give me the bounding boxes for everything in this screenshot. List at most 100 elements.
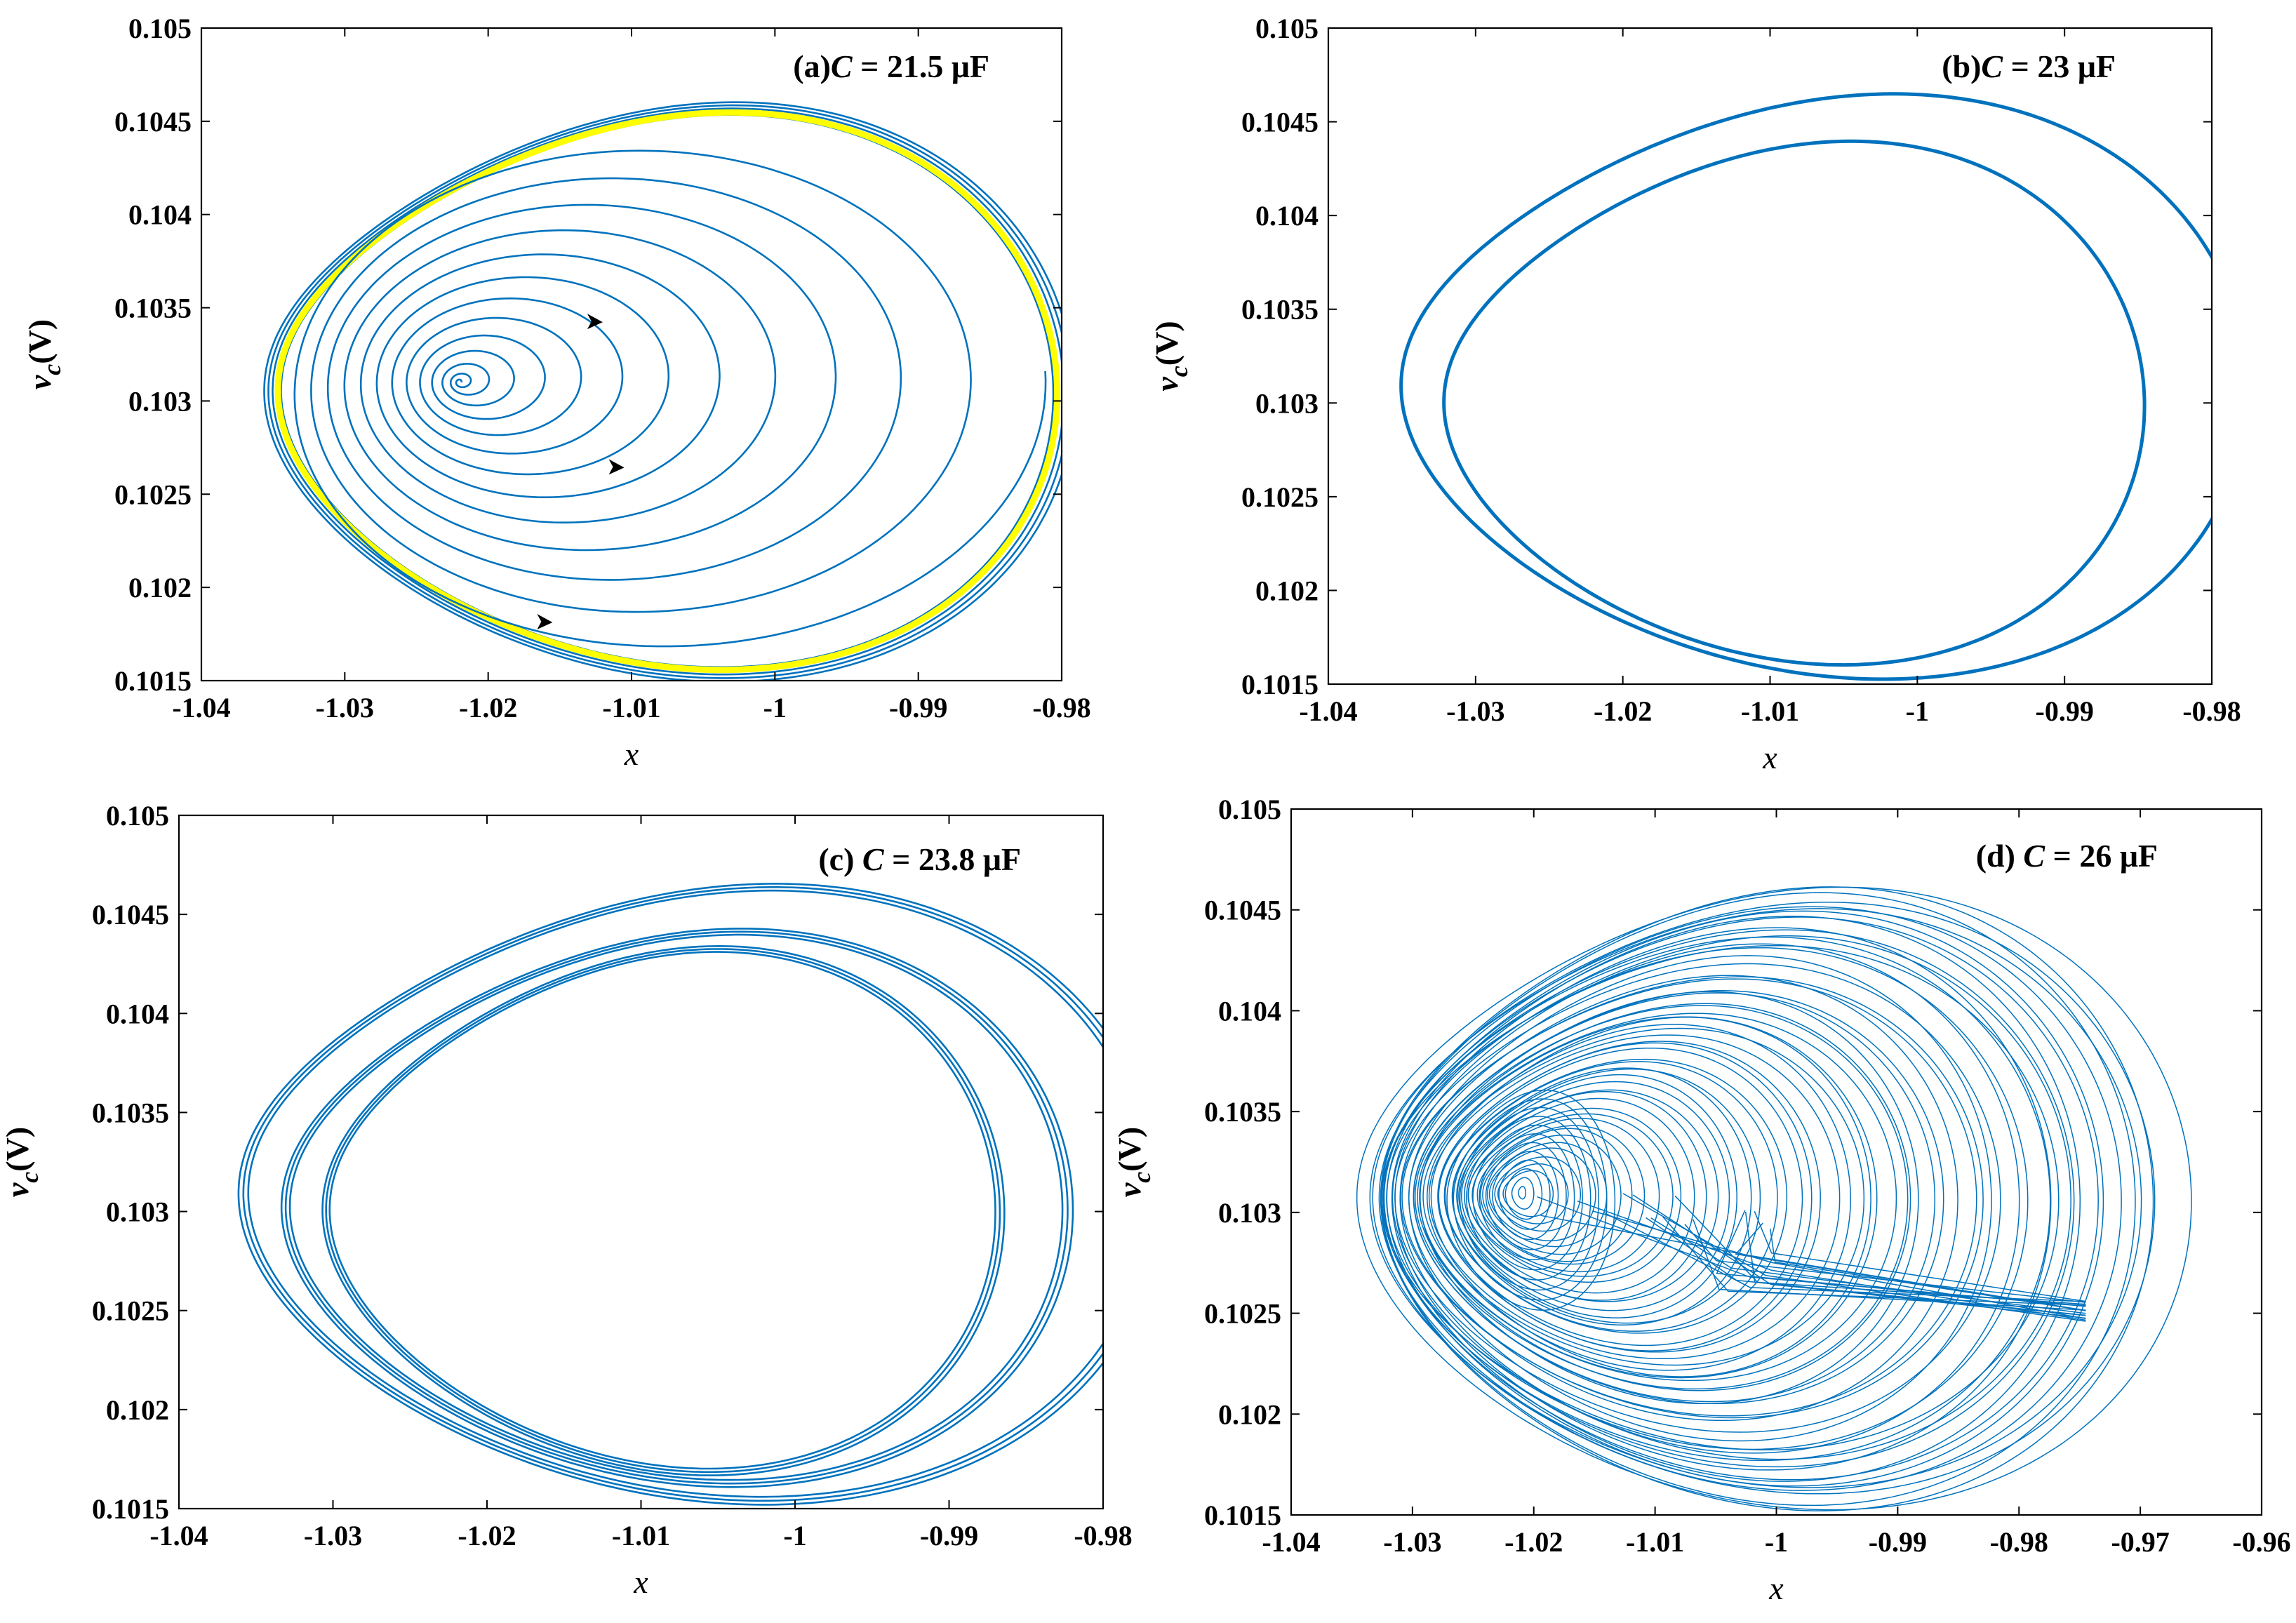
- ylabel-main-b: v: [1149, 377, 1184, 392]
- chaotic-orbit-51: [1381, 892, 2136, 1507]
- chaotic-orbit-4: [1486, 1142, 1608, 1248]
- chaotic-orbit-46: [1391, 915, 2081, 1482]
- loop-c-2-1: [325, 948, 1001, 1474]
- chaotic-orbit-25: [1422, 1027, 1865, 1366]
- panel-b: -1.04 -1.03 -1.02 -1.01 -1 -0.99 -0.98 0.1015 0.…: [1149, 13, 2241, 775]
- param-symbol-b: C: [1981, 48, 2003, 84]
- streak-13: [1622, 1193, 2086, 1322]
- core-orbit-3: [1498, 1159, 1551, 1230]
- chaotic-orbit-16: [1452, 1067, 1752, 1326]
- xtick-label-b-1: -1.03: [1446, 695, 1504, 727]
- chaotic-orbit-41: [1381, 936, 2051, 1462]
- chaotic-orbit-31: [1420, 991, 1919, 1405]
- core-orbit-11: [1446, 1089, 1616, 1311]
- ytick-label-d-1: 0.102: [1218, 1398, 1281, 1430]
- ytick-label-c-2: 0.1025: [92, 1295, 169, 1327]
- chaotic-orbit-27: [1430, 1016, 1871, 1377]
- ytick-label-a-5: 0.104: [128, 199, 192, 231]
- xtick-label-a-2: -1.02: [459, 692, 517, 723]
- trajectory-a-outer-2: [272, 107, 1062, 676]
- chaotic-orbit-5: [1482, 1135, 1622, 1255]
- streak-2: [1662, 1216, 2086, 1307]
- xtick-label-c-3: -1.01: [612, 1520, 670, 1551]
- chaotic-orbit-26: [1419, 1016, 1878, 1379]
- xtick-label-a-0: -1.04: [172, 692, 230, 723]
- plot-area-c: [237, 883, 1103, 1506]
- streak-16: [1744, 1211, 2086, 1305]
- loop-b-0-0: [1399, 92, 2212, 681]
- ytick-label-b-1: 0.102: [1255, 575, 1319, 606]
- panel-d: -1.04 -1.03 -1.02 -1.01 -1 -0.99 -0.98 -0.97 -0.…: [1112, 794, 2291, 1606]
- xtick-label-d-3: -1.01: [1626, 1526, 1684, 1558]
- axes-frame-c: [178, 814, 1104, 1510]
- chaotic-orbit-43: [1394, 927, 2052, 1471]
- xtick-label-a-3: -1.01: [602, 692, 660, 723]
- xtick-label-d-8: -0.96: [2232, 1526, 2290, 1558]
- core-orbit-2: [1504, 1168, 1543, 1220]
- panel-title-b: (b)C = 23 μF: [1942, 48, 2116, 84]
- ylabel-sub-a: c: [38, 364, 66, 375]
- loop-c-2-2: [321, 945, 1006, 1476]
- ylabel-unit-c: (V): [0, 1127, 35, 1172]
- param-value-b: = 23 μF: [2003, 48, 2116, 84]
- chaotic-orbit-3: [1488, 1147, 1596, 1242]
- core-orbit-0: [1518, 1186, 1526, 1200]
- direction-arrow-0: [587, 314, 603, 330]
- chaotic-orbit-48: [1386, 910, 2104, 1487]
- chaotic-orbit-53: [1380, 886, 2154, 1511]
- xtick-label-d-4: -1: [1765, 1526, 1788, 1558]
- streak-3: [1540, 1215, 2086, 1311]
- xtick-label-c-1: -1.03: [304, 1520, 362, 1551]
- ytick-label-a-2: 0.1025: [114, 479, 192, 510]
- plot-area-d: [1356, 886, 2192, 1511]
- chaotic-orbit-47: [1383, 916, 2099, 1481]
- chaotic-orbit-54: [1356, 886, 2192, 1511]
- ylabel-c: vc(V): [0, 1127, 44, 1197]
- chaotic-orbit-22: [1437, 1041, 1821, 1353]
- xtick-label-b-6: -0.98: [2182, 695, 2241, 727]
- xlabel-a: x: [624, 736, 639, 772]
- xtick-label-d-7: -0.97: [2111, 1526, 2169, 1558]
- core-orbit-6: [1479, 1133, 1575, 1260]
- xlabel-b: x: [1762, 740, 1777, 775]
- streak-4: [1754, 1211, 2086, 1302]
- param-symbol-a: C: [831, 48, 853, 84]
- chaotic-orbit-19: [1443, 1058, 1788, 1334]
- ytick-label-c-5: 0.104: [106, 998, 169, 1029]
- chaotic-orbit-2: [1494, 1156, 1582, 1232]
- param-value-a: = 21.5 μF: [853, 48, 989, 84]
- chaotic-orbit-13: [1458, 1089, 1719, 1302]
- chaotic-orbit-28: [1417, 1013, 1897, 1382]
- ylabel-unit-b: (V): [1149, 321, 1184, 366]
- ylabel-main-a: v: [22, 375, 58, 389]
- trajectory-a-outer-3: [267, 104, 1062, 679]
- core-orbit-10: [1453, 1098, 1608, 1301]
- chaotic-orbit-8: [1471, 1118, 1660, 1273]
- panel-label-a: (a): [793, 48, 831, 84]
- param-symbol-d: C: [2023, 838, 2045, 874]
- param-symbol-c: C: [862, 841, 885, 877]
- plot-area-a: [263, 101, 1062, 681]
- xtick-label-d-5: -0.99: [1869, 1526, 1927, 1558]
- chaotic-orbit-35: [1400, 978, 1977, 1417]
- chaotic-orbit-36: [1401, 976, 1984, 1419]
- loop-b-1-0: [1442, 139, 2147, 667]
- ytick-label-c-7: 0.105: [106, 800, 169, 831]
- ytick-label-d-5: 0.104: [1218, 995, 1281, 1027]
- chaotic-orbit-17: [1451, 1068, 1761, 1324]
- streak-7: [1577, 1200, 2086, 1321]
- panel-label-d: (d): [1976, 838, 2024, 874]
- xtick-label-b-0: -1.04: [1299, 695, 1357, 727]
- xtick-label-b-4: -1: [1906, 695, 1929, 727]
- xlabel-d: x: [1768, 1570, 1784, 1606]
- ylabel-a: vc(V): [22, 319, 66, 389]
- xtick-label-c-4: -1: [783, 1520, 806, 1551]
- xtick-label-a-4: -1: [763, 692, 787, 723]
- streak-6: [1735, 1222, 2086, 1311]
- param-value-d: = 26 μF: [2045, 838, 2158, 874]
- ytick-label-d-2: 0.1025: [1204, 1298, 1281, 1330]
- ytick-label-d-3: 0.103: [1218, 1197, 1281, 1229]
- ylabel-main-c: v: [0, 1182, 35, 1197]
- loop-c-1-2: [280, 928, 1074, 1488]
- chaotic-orbit-44: [1382, 929, 2075, 1468]
